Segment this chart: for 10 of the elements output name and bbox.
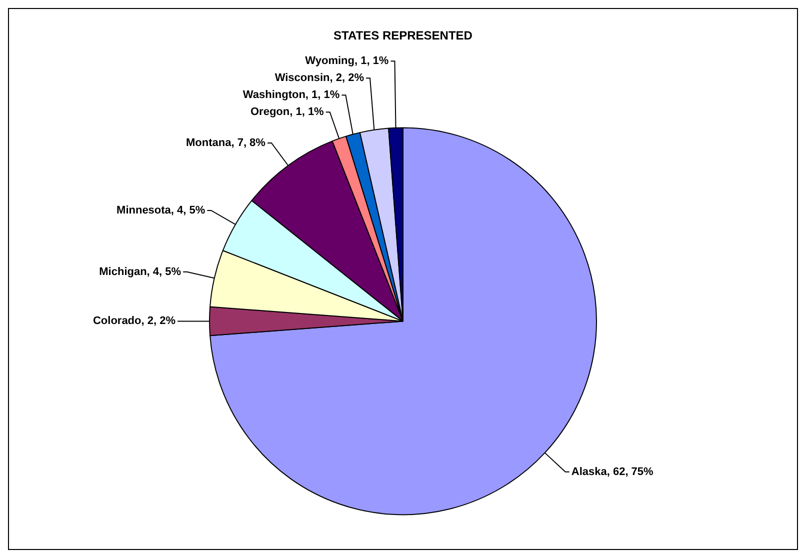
slice-label: Alaska, 62, 75% xyxy=(571,466,654,478)
slice-label: Michigan, 4, 5% xyxy=(99,266,182,278)
slice-label: Oregon, 1, 1% xyxy=(250,106,324,118)
slice-label: Wyoming, 1, 1% xyxy=(305,55,389,68)
slice-label: Minnesota, 4, 5% xyxy=(116,204,206,216)
slice-label: Colorado, 2, 2% xyxy=(92,315,176,328)
slice-label: Wisconsin, 2, 2% xyxy=(274,72,364,84)
slice-label: Montana, 7, 8% xyxy=(186,137,266,150)
chart-title: STATES REPRESENTED xyxy=(334,28,473,43)
slice-label: Washington, 1, 1% xyxy=(242,89,340,102)
